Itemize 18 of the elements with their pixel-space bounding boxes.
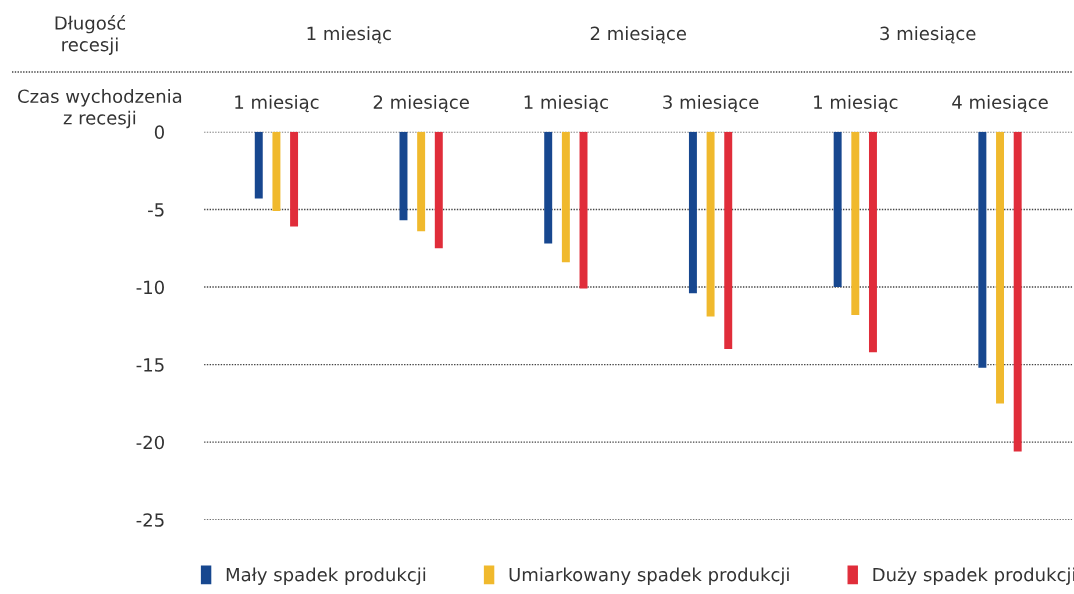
y-tick-label: -10 [136,280,164,295]
y-tick-label: -5 [148,203,164,217]
text: Długość recesji [55,15,126,55]
x-tick-label: 3 miesiące [663,94,759,113]
x-tick-label: 1 miesiąc [235,94,319,113]
y-tick-label: -15 [136,358,164,372]
x-tick-label: 1 miesiąc [524,94,608,113]
legend-label: Mały spadek produkcji [226,567,426,585]
x-tick-label: 2 miesiące [373,94,469,113]
text: 2 miesiące [590,26,686,44]
y-tick-label: -25 [136,513,164,527]
legend-label: Duży spadek produkcji [873,567,1074,585]
x-tick-label: 1 miesiąc [814,94,898,113]
x-tick-label: 4 miesiące [952,94,1048,113]
y-tick-label: -20 [136,435,164,450]
legend-label: Umiarkowany spadek produkcji [509,567,789,585]
text: 1 miesiąc [307,26,391,44]
text: 3 miesiące [880,26,976,44]
